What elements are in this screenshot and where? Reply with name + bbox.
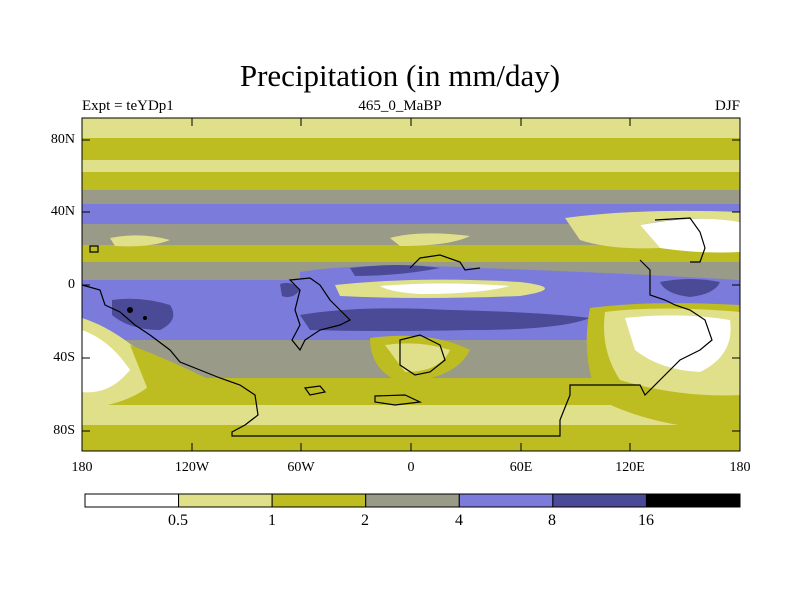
ytick-label-80s: 80S [53, 423, 75, 438]
colorbar-box-3 [365, 493, 460, 508]
region-dry-centre-s2 [385, 343, 450, 372]
region-lightdry-east-ne [565, 210, 740, 249]
region-verydry-east-ne [640, 218, 740, 253]
band-20n [82, 245, 740, 267]
landmass-centre-south [399, 334, 446, 376]
ytick-label-0: 0 [68, 277, 75, 292]
ytick-label-40n: 40N [50, 204, 75, 219]
spot-1 [127, 307, 133, 313]
island-2 [374, 394, 423, 406]
band-45n [82, 190, 740, 208]
chart-title: Precipitation (in mm/day) [239, 58, 561, 93]
colorbar-box-1 [178, 493, 273, 508]
island-3 [89, 245, 99, 253]
colorbar-label-4: 4 [455, 512, 463, 529]
region-vdry-west-sw [82, 330, 130, 393]
landmass-east-arc [654, 217, 706, 263]
xtick-label-180e: 180 [729, 460, 751, 475]
ytick-label-40s: 40S [53, 350, 75, 365]
island-1 [303, 385, 327, 396]
region-dark-east [660, 279, 720, 297]
xtick-label-60w: 60W [287, 460, 315, 475]
colorbar-box-4 [458, 493, 554, 508]
landmass-south [82, 259, 713, 437]
region-dry-north-west [110, 235, 170, 247]
xtick-label-0: 0 [407, 460, 415, 475]
landmass-north [409, 254, 481, 271]
landmass-centre [288, 277, 352, 352]
xtick-label-180w: 180 [71, 460, 93, 475]
season-label: DJF [714, 98, 740, 114]
region-grey-west-sw [130, 345, 210, 396]
band-80n [82, 118, 740, 138]
region-dark-band [300, 308, 590, 331]
colorbar-label-8: 8 [548, 512, 556, 529]
xtick-label-120w: 120W [174, 460, 210, 475]
colorbar-label-0.5: 0.5 [168, 512, 188, 529]
region-dark-pac [350, 265, 440, 276]
region-vdry-eq-strip [380, 283, 510, 294]
colorbar-label-16: 16 [638, 512, 654, 529]
colorbar [84, 493, 741, 508]
colorbar-box-0 [84, 493, 180, 508]
xtick-label-60e: 60E [509, 460, 533, 475]
region-dark-small [280, 282, 300, 298]
region-verydry-east-se [625, 315, 731, 372]
experiment-label: Expt = teYDp1 [82, 98, 174, 114]
ytick-label-80n: 80N [50, 132, 75, 147]
colorbar-label-1: 1 [268, 512, 276, 529]
colorbar-box-2 [271, 493, 367, 508]
xtick-label-120e: 120E [615, 460, 645, 475]
region-dark-west [112, 298, 174, 330]
region-dry-north-mid [390, 233, 470, 246]
band-50n [82, 172, 740, 192]
period-label: 465_0_MaBP [358, 98, 442, 114]
band-65s [82, 405, 740, 427]
colorbar-box-5 [552, 493, 647, 508]
colorbar-label-2: 2 [361, 512, 369, 529]
colorbar-box-6 [645, 493, 741, 508]
spot-2 [143, 316, 147, 320]
band-70n [82, 138, 740, 160]
